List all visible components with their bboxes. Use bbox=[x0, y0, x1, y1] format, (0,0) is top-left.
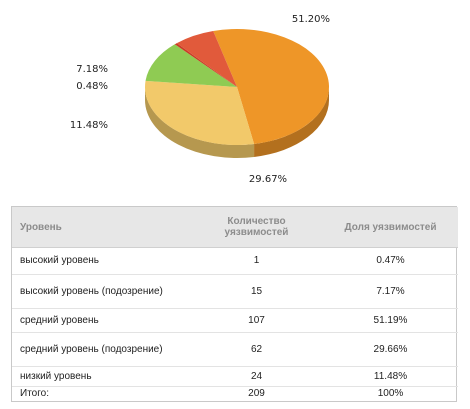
pie-chart-svg: 51.20% 29.67% 11.48% 0.48% 7.18% bbox=[70, 14, 330, 185]
cell-share: 11.48% bbox=[323, 366, 458, 387]
pie-slice bbox=[213, 29, 329, 144]
cell-count: 24 bbox=[190, 366, 323, 387]
header-level: Уровень bbox=[12, 207, 190, 248]
table-header-row: Уровень Количество уязвимостей Доля уязв… bbox=[12, 207, 458, 248]
pie-slice bbox=[174, 43, 237, 87]
cell-share: 100% bbox=[323, 386, 458, 402]
pie-chart: 51.20% 29.67% 11.48% 0.48% 7.18% bbox=[0, 0, 470, 200]
cell-level: низкий уровень bbox=[12, 366, 190, 387]
pie-slice bbox=[145, 80, 255, 145]
vulnerability-table: Уровень Количество уязвимостей Доля уязв… bbox=[11, 206, 458, 402]
cell-count: 1 bbox=[253, 255, 260, 266]
cell-level: средний уровень bbox=[12, 308, 190, 333]
table-row: низкий уровень 24 11.48% bbox=[12, 366, 458, 387]
pie-slice bbox=[176, 30, 237, 87]
table-row-total: Итого: 209 100% bbox=[12, 386, 458, 402]
table-row: средний уровень (подозрение) 62 29.66% bbox=[12, 332, 458, 367]
pie-slice bbox=[145, 44, 237, 87]
pie-slice-label: 0.48% bbox=[76, 81, 108, 92]
cell-level: высокий уровень bbox=[20, 255, 100, 266]
pie-slice-side bbox=[145, 87, 255, 158]
cell-level: Итого: bbox=[12, 386, 190, 402]
table-row: высокий уровень 1 0.47% bbox=[12, 248, 458, 275]
pie-slice-label: 29.67% bbox=[249, 174, 287, 185]
cell-count: 107 bbox=[190, 308, 323, 333]
cell-count: 62 bbox=[190, 332, 323, 367]
table-row: средний уровень 107 51.19% bbox=[12, 308, 458, 333]
table-row: высокий уровень (подозрение) 15 7.17% bbox=[12, 274, 458, 309]
cell-count: 209 bbox=[190, 386, 323, 402]
cell-share: 29.66% bbox=[323, 332, 458, 367]
cell-level: средний уровень (подозрение) bbox=[12, 332, 190, 367]
header-share: Доля уязвимостей bbox=[323, 207, 458, 248]
pie-slice-label: 11.48% bbox=[70, 120, 108, 131]
pie-slice-side bbox=[254, 87, 329, 157]
cell-share: 51.19% bbox=[323, 308, 458, 333]
pie-slice-label: 7.18% bbox=[76, 64, 108, 75]
cell-count: 15 bbox=[190, 274, 323, 309]
cell-level: высокий уровень (подозрение) bbox=[12, 274, 190, 309]
pie-slice-label: 51.20% bbox=[292, 14, 330, 25]
cell-share: 7.17% bbox=[323, 274, 458, 309]
header-count: Количество уязвимостей bbox=[190, 207, 323, 248]
cell-share: 0.47% bbox=[376, 255, 405, 266]
